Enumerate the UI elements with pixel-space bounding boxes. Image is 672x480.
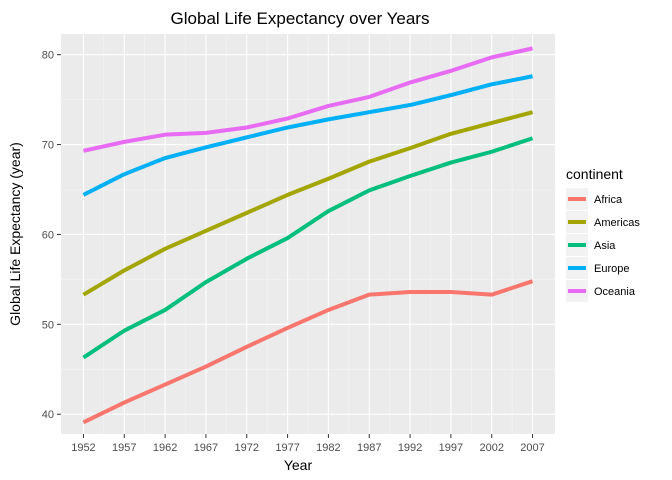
x-tick-label: 1977 bbox=[275, 442, 299, 454]
legend-label-americas: Americas bbox=[594, 217, 640, 229]
legend-label-europe: Europe bbox=[594, 263, 629, 275]
series-line-americas bbox=[82, 110, 534, 297]
x-tick-label: 1997 bbox=[439, 442, 463, 454]
x-tick-label: 1957 bbox=[112, 442, 136, 454]
series-line-africa bbox=[82, 279, 534, 425]
y-tick-label: 70 bbox=[42, 140, 54, 152]
series-line-oceania bbox=[83, 46, 533, 153]
legend-label-africa: Africa bbox=[594, 194, 623, 206]
y-tick-label: 80 bbox=[42, 50, 54, 62]
legend-label-asia: Asia bbox=[594, 240, 616, 252]
y-axis: 40 50 60 70 80 bbox=[42, 50, 61, 421]
legend-label-oceania: Oceania bbox=[594, 286, 636, 298]
x-tick-label: 1952 bbox=[71, 442, 95, 454]
y-tick-label: 60 bbox=[42, 229, 54, 241]
series-line-europe bbox=[82, 74, 533, 197]
y-tick-label: 50 bbox=[42, 319, 54, 331]
x-axis: 1952 1957 1962 1967 1972 1977 1982 1987 1992 1997… bbox=[71, 434, 545, 454]
y-tick-label: 40 bbox=[42, 409, 54, 421]
x-tick-label: 2002 bbox=[479, 442, 503, 454]
legend: continent Africa Americas Asia Europe Oceani… bbox=[566, 166, 640, 302]
x-tick-label: 1992 bbox=[398, 442, 422, 454]
x-tick-label: 1982 bbox=[316, 442, 340, 454]
series-lines bbox=[82, 46, 534, 425]
x-axis-title: Year bbox=[284, 457, 313, 473]
x-tick-label: 1967 bbox=[194, 442, 218, 454]
chart-title: Global Life Expectancy over Years bbox=[171, 9, 430, 28]
y-axis-title: Global Life Expectancy (year) bbox=[7, 142, 23, 326]
x-tick-label: 1987 bbox=[357, 442, 381, 454]
x-tick-label: 1962 bbox=[153, 442, 177, 454]
x-tick-label: 2007 bbox=[520, 442, 544, 454]
legend-title: continent bbox=[566, 166, 623, 182]
series-line-asia bbox=[82, 136, 534, 360]
x-tick-label: 1972 bbox=[235, 442, 259, 454]
